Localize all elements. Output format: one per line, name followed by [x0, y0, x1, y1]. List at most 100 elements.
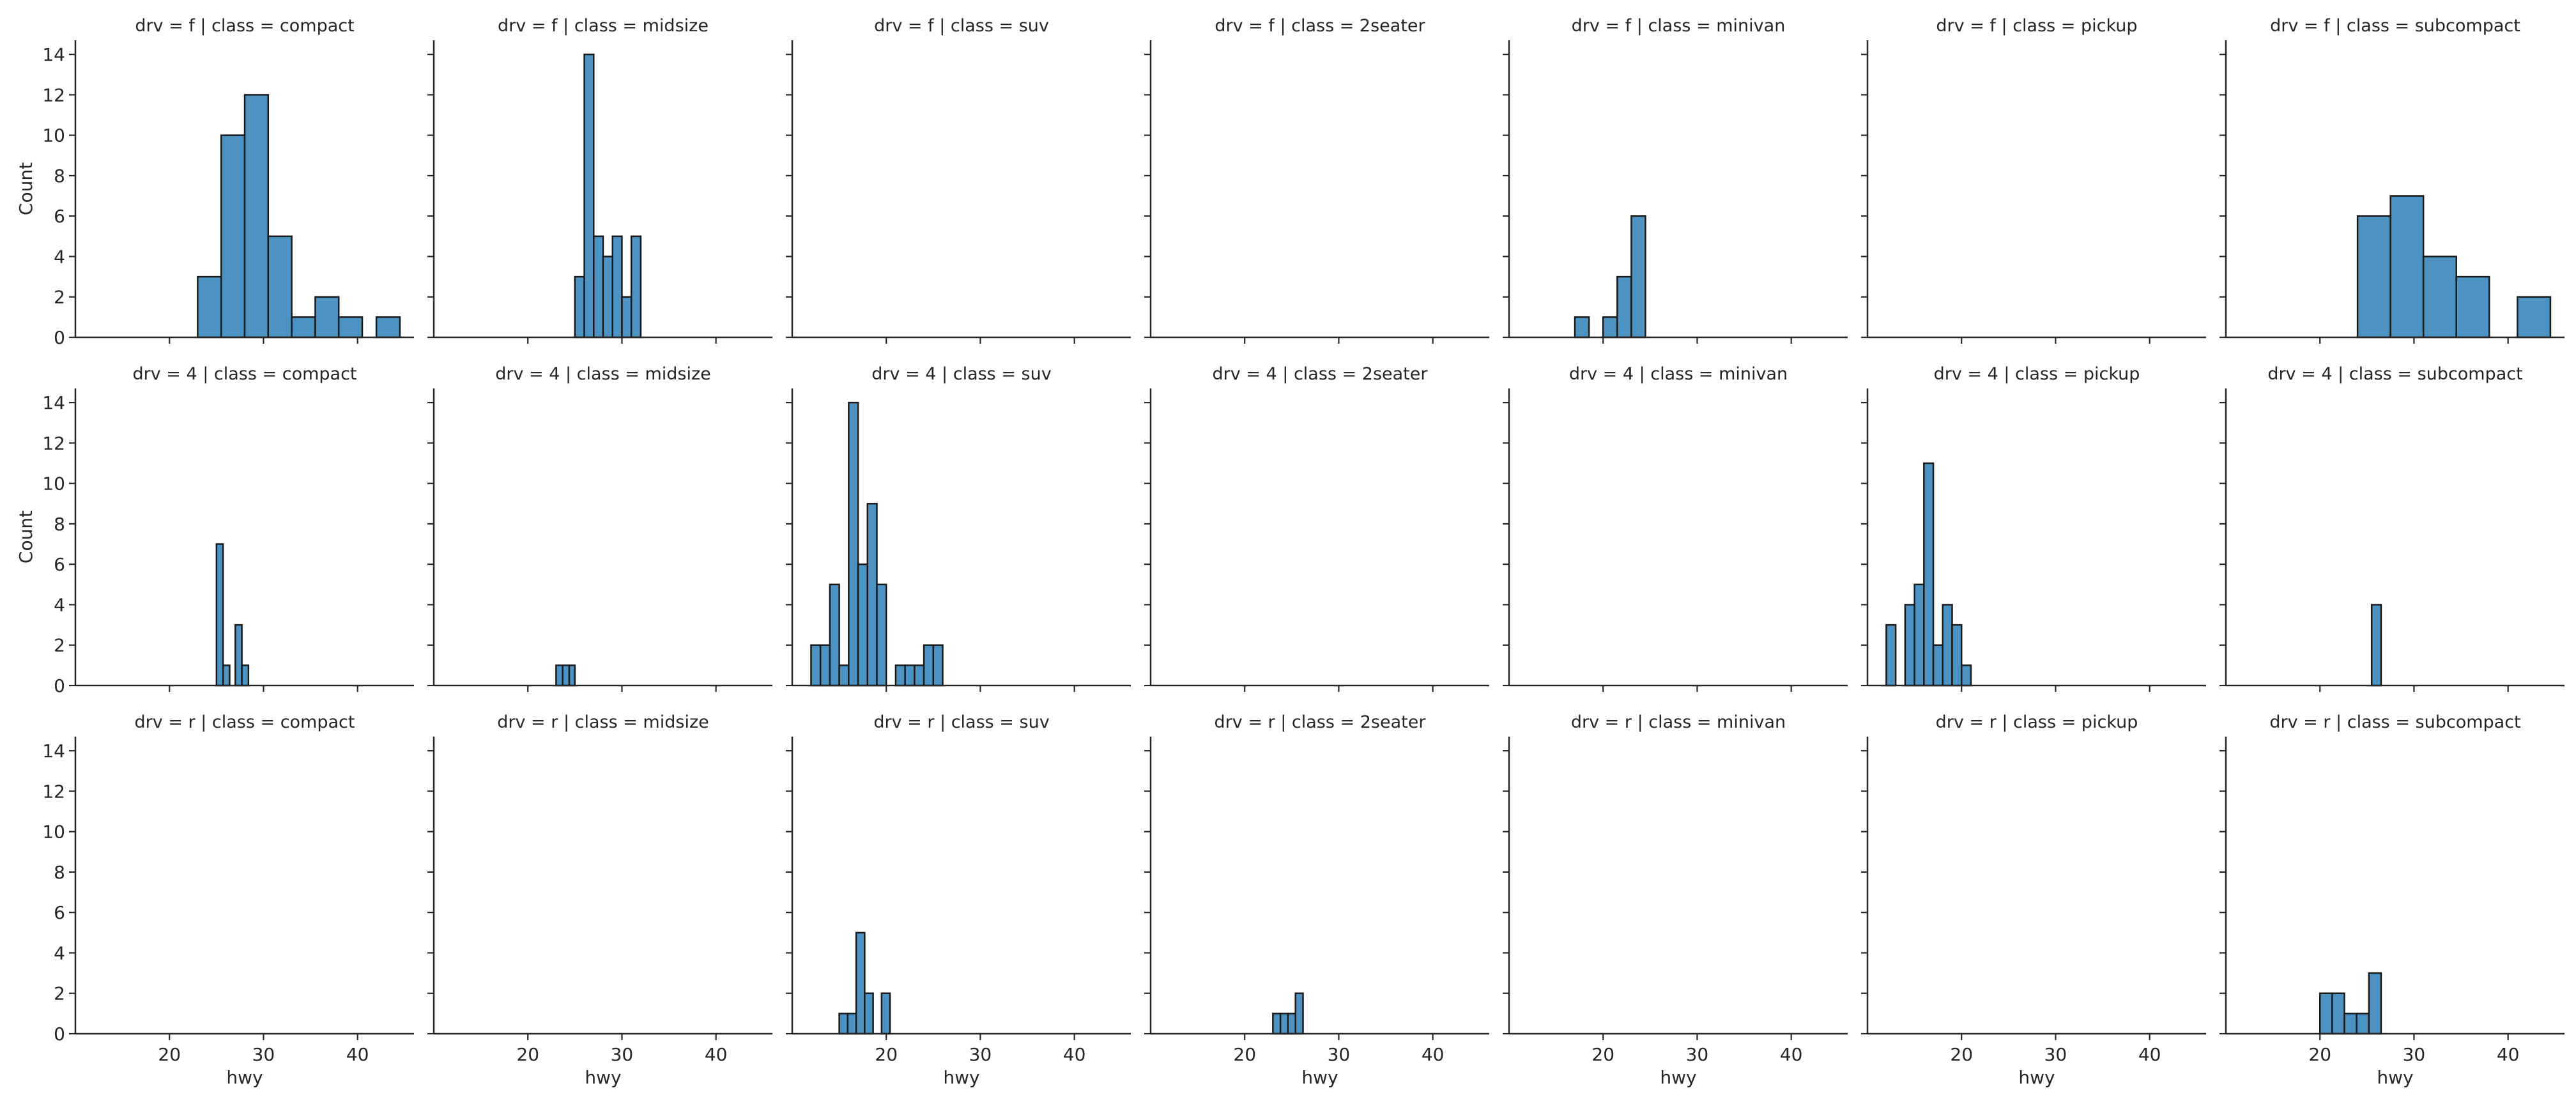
panel-title: drv = 4 | class = midsize — [495, 364, 711, 384]
panel-title: drv = f | class = suv — [874, 16, 1049, 36]
facet-panel: drv = 4 | class = compact 0 2 4 6 8 10 12 14 Coun… — [15, 364, 414, 696]
histogram-bar — [2517, 296, 2552, 339]
facet-panel: drv = 4 | class = 2seater — [1144, 364, 1489, 692]
histogram-bar — [904, 664, 916, 687]
histogram-bar — [2331, 992, 2345, 1035]
x-tick-label: 20 — [875, 1044, 898, 1065]
histogram-bar — [1913, 583, 1925, 687]
y-tick-label: 14 — [42, 740, 65, 762]
x-axis-label: hwy — [1301, 1067, 1338, 1088]
x-tick-label: 40 — [2138, 1044, 2161, 1065]
histogram-bar — [838, 1013, 849, 1035]
facet-panel: drv = f | class = 2seater — [1144, 16, 1489, 344]
y-tick-label: 8 — [54, 514, 65, 535]
panel-title: drv = 4 | class = minivan — [1569, 364, 1788, 384]
histogram-bar — [574, 275, 585, 339]
histogram-bar — [1942, 604, 1953, 687]
y-tick-label: 0 — [54, 327, 65, 348]
x-axis-label: hwy — [226, 1067, 263, 1088]
histogram-bar — [2343, 1013, 2358, 1035]
y-tick-label: 6 — [54, 206, 65, 227]
histogram-bar — [197, 275, 222, 339]
x-tick-label: 40 — [705, 1044, 728, 1065]
histogram-bar — [568, 664, 576, 687]
facet-panel: drv = r | class = subcompact 20 30 40 hwy — [2220, 712, 2564, 1088]
histogram-bar — [1885, 624, 1897, 687]
histogram-bar — [1960, 664, 1972, 687]
x-tick-label: 20 — [158, 1044, 181, 1065]
histogram-bar — [810, 644, 822, 687]
histogram-bar — [1904, 604, 1915, 687]
facet-panel: drv = r | class = midsize 20 30 40 hwy — [427, 712, 772, 1088]
histogram-bar — [375, 316, 401, 339]
histogram-bar — [220, 134, 246, 339]
y-tick-label: 12 — [42, 84, 65, 105]
x-tick-label: 20 — [1950, 1044, 1973, 1065]
panel-title: drv = f | class = midsize — [498, 16, 709, 36]
histogram-bar — [894, 664, 906, 687]
x-tick-label: 20 — [2308, 1044, 2331, 1065]
panel-title: drv = r | class = midsize — [497, 712, 709, 732]
histogram-bar — [864, 992, 874, 1035]
histogram-bar — [215, 543, 224, 687]
y-tick-label: 4 — [54, 942, 65, 963]
histogram-bar — [291, 316, 316, 339]
facet-panel: drv = 4 | class = suv — [786, 364, 1131, 692]
x-tick-label: 40 — [1780, 1044, 1803, 1065]
facet-panel: drv = f | class = minivan — [1503, 16, 1848, 344]
histogram-bar — [241, 664, 250, 687]
histogram-bar — [819, 644, 831, 687]
histogram-bar — [2368, 972, 2382, 1035]
histogram-bar — [866, 503, 878, 687]
panel-title: drv = f | class = minivan — [1572, 16, 1786, 36]
facet-panel: drv = f | class = compact 0 2 4 6 8 10 12 14 Coun… — [15, 16, 414, 348]
histogram-bar — [855, 931, 866, 1035]
histogram-bar — [1294, 992, 1304, 1035]
histogram-bar — [562, 664, 571, 687]
histogram-bar — [857, 563, 869, 687]
y-tick-label: 2 — [54, 983, 65, 1004]
panel-title: drv = 4 | class = suv — [871, 364, 1051, 384]
histogram-bar — [583, 53, 595, 339]
facet-panel: drv = r | class = 2seater 20 30 40 hwy — [1144, 712, 1489, 1088]
histogram-bar — [1923, 462, 1935, 687]
histogram-bar — [923, 644, 935, 687]
histogram-bar — [848, 401, 859, 687]
y-tick-label: 14 — [42, 392, 65, 413]
facet-panel: drv = r | class = pickup 20 30 40 hwy — [1861, 712, 2206, 1088]
y-tick-label: 6 — [54, 902, 65, 923]
histogram-bar — [1602, 316, 1618, 339]
panel-title: drv = f | class = pickup — [1936, 16, 2137, 36]
x-tick-label: 40 — [2497, 1044, 2520, 1065]
histogram-bar — [876, 583, 887, 687]
histogram-bar — [1616, 275, 1632, 339]
x-tick-label: 30 — [969, 1044, 992, 1065]
y-tick-label: 8 — [54, 165, 65, 187]
panel-title: drv = r | class = suv — [873, 712, 1049, 732]
x-axis-label: hwy — [2018, 1067, 2055, 1088]
panel-title: drv = f | class = 2seater — [1215, 16, 1425, 36]
panel-title: drv = 4 | class = compact — [132, 364, 356, 384]
y-tick-label: 2 — [54, 635, 65, 656]
x-tick-label: 30 — [2403, 1044, 2426, 1065]
panel-title: drv = r | class = pickup — [1936, 712, 2138, 732]
x-axis-label: hwy — [943, 1067, 979, 1088]
facet-panel: drv = f | class = subcompact — [2220, 16, 2564, 344]
histogram-bar — [337, 316, 364, 339]
x-tick-label: 20 — [516, 1044, 539, 1065]
x-axis-label: hwy — [2377, 1067, 2413, 1088]
histogram-bar — [630, 235, 642, 339]
panel-title: drv = f | class = compact — [135, 16, 354, 36]
panel-title: drv = r | class = subcompact — [2269, 712, 2520, 732]
histogram-bar — [1287, 1013, 1296, 1035]
x-tick-label: 30 — [611, 1044, 634, 1065]
y-tick-label: 10 — [42, 473, 65, 494]
facet-panel: drv = f | class = suv — [786, 16, 1131, 344]
y-tick-label: 10 — [42, 822, 65, 843]
x-tick-label: 20 — [1591, 1044, 1614, 1065]
facet-panel: drv = r | class = compact 0 2 4 6 8 10 12 14 20 30… — [42, 712, 414, 1088]
y-axis-label: Count — [15, 162, 36, 215]
histogram-bar — [2389, 195, 2425, 339]
y-tick-label: 12 — [42, 433, 65, 454]
y-tick-label: 0 — [54, 1023, 65, 1045]
